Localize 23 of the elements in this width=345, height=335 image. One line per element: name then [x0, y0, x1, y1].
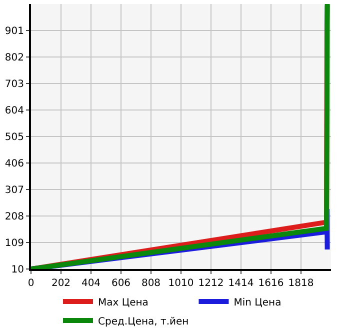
x-tick-label: 1616 [258, 278, 284, 289]
y-tick-label: 802 [4, 52, 24, 64]
legend-label: Min Цена [234, 297, 282, 308]
y-tick-label: 10 [11, 264, 24, 276]
y-tick-label: 109 [4, 238, 24, 249]
legend-label: Max Цена [98, 297, 148, 308]
y-tick-label: 604 [4, 106, 24, 116]
x-tick-label: 404 [81, 278, 101, 289]
x-tick-label: 606 [111, 278, 131, 289]
y-tick-label: 703 [4, 79, 24, 90]
x-tick-label: 1414 [228, 278, 254, 289]
x-tick-label: 202 [51, 278, 71, 289]
y-tick-label: 901 [4, 26, 24, 37]
x-tick-label: 1212 [198, 278, 224, 289]
x-tick-label: 0 [28, 278, 34, 289]
y-tick-label: 505 [4, 132, 24, 143]
y-tick-label: 406 [4, 158, 24, 170]
x-tick-label: 808 [141, 278, 161, 289]
x-tick-label: 1818 [288, 278, 314, 289]
y-tick-label: 307 [4, 185, 24, 196]
x-tick-label: 1010 [168, 278, 194, 289]
y-tick-label: 208 [4, 212, 24, 222]
legend-label: Сред.Цена, т.йен [98, 316, 189, 328]
